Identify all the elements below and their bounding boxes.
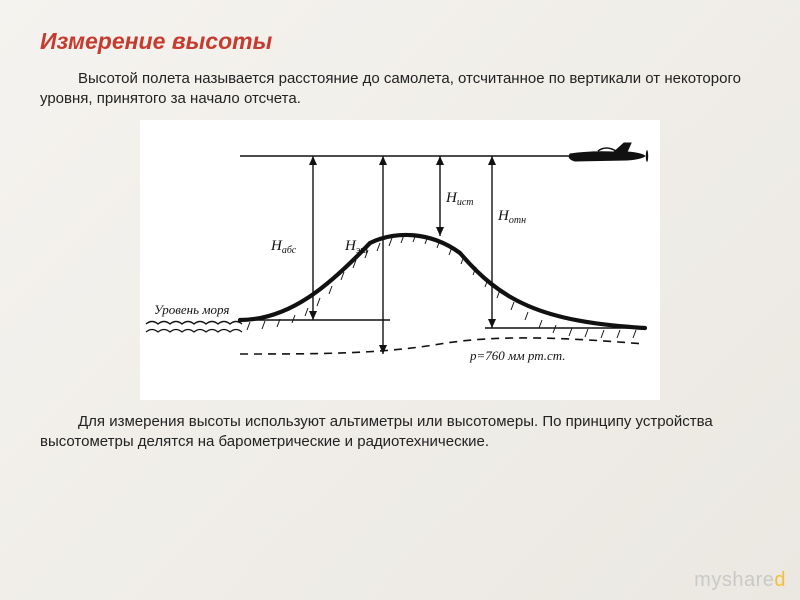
- body-paragraph: Для измерения высоты используют альтимет…: [40, 412, 760, 453]
- watermark: myshared: [694, 569, 786, 592]
- svg-text:Hабс: Hабс: [270, 238, 297, 256]
- svg-text:Уровень моря: Уровень моря: [154, 302, 229, 317]
- altitude-diagram: HабсHэшHистHотнУровень моряp=760 мм рт.с…: [140, 120, 660, 400]
- svg-text:Hотн: Hотн: [497, 208, 526, 226]
- watermark-text: myshare: [694, 569, 774, 591]
- slide: Измерение высоты Высотой полета называет…: [0, 0, 800, 600]
- intro-paragraph: Высотой полета называется расстояние до …: [40, 69, 760, 110]
- svg-text:Hист: Hист: [445, 190, 474, 208]
- diagram-svg: HабсHэшHистHотнУровень моряp=760 мм рт.с…: [140, 120, 660, 400]
- svg-text:p=760 мм рт.ст.: p=760 мм рт.ст.: [469, 348, 566, 363]
- page-title: Измерение высоты: [40, 28, 760, 55]
- watermark-accent: d: [774, 569, 786, 591]
